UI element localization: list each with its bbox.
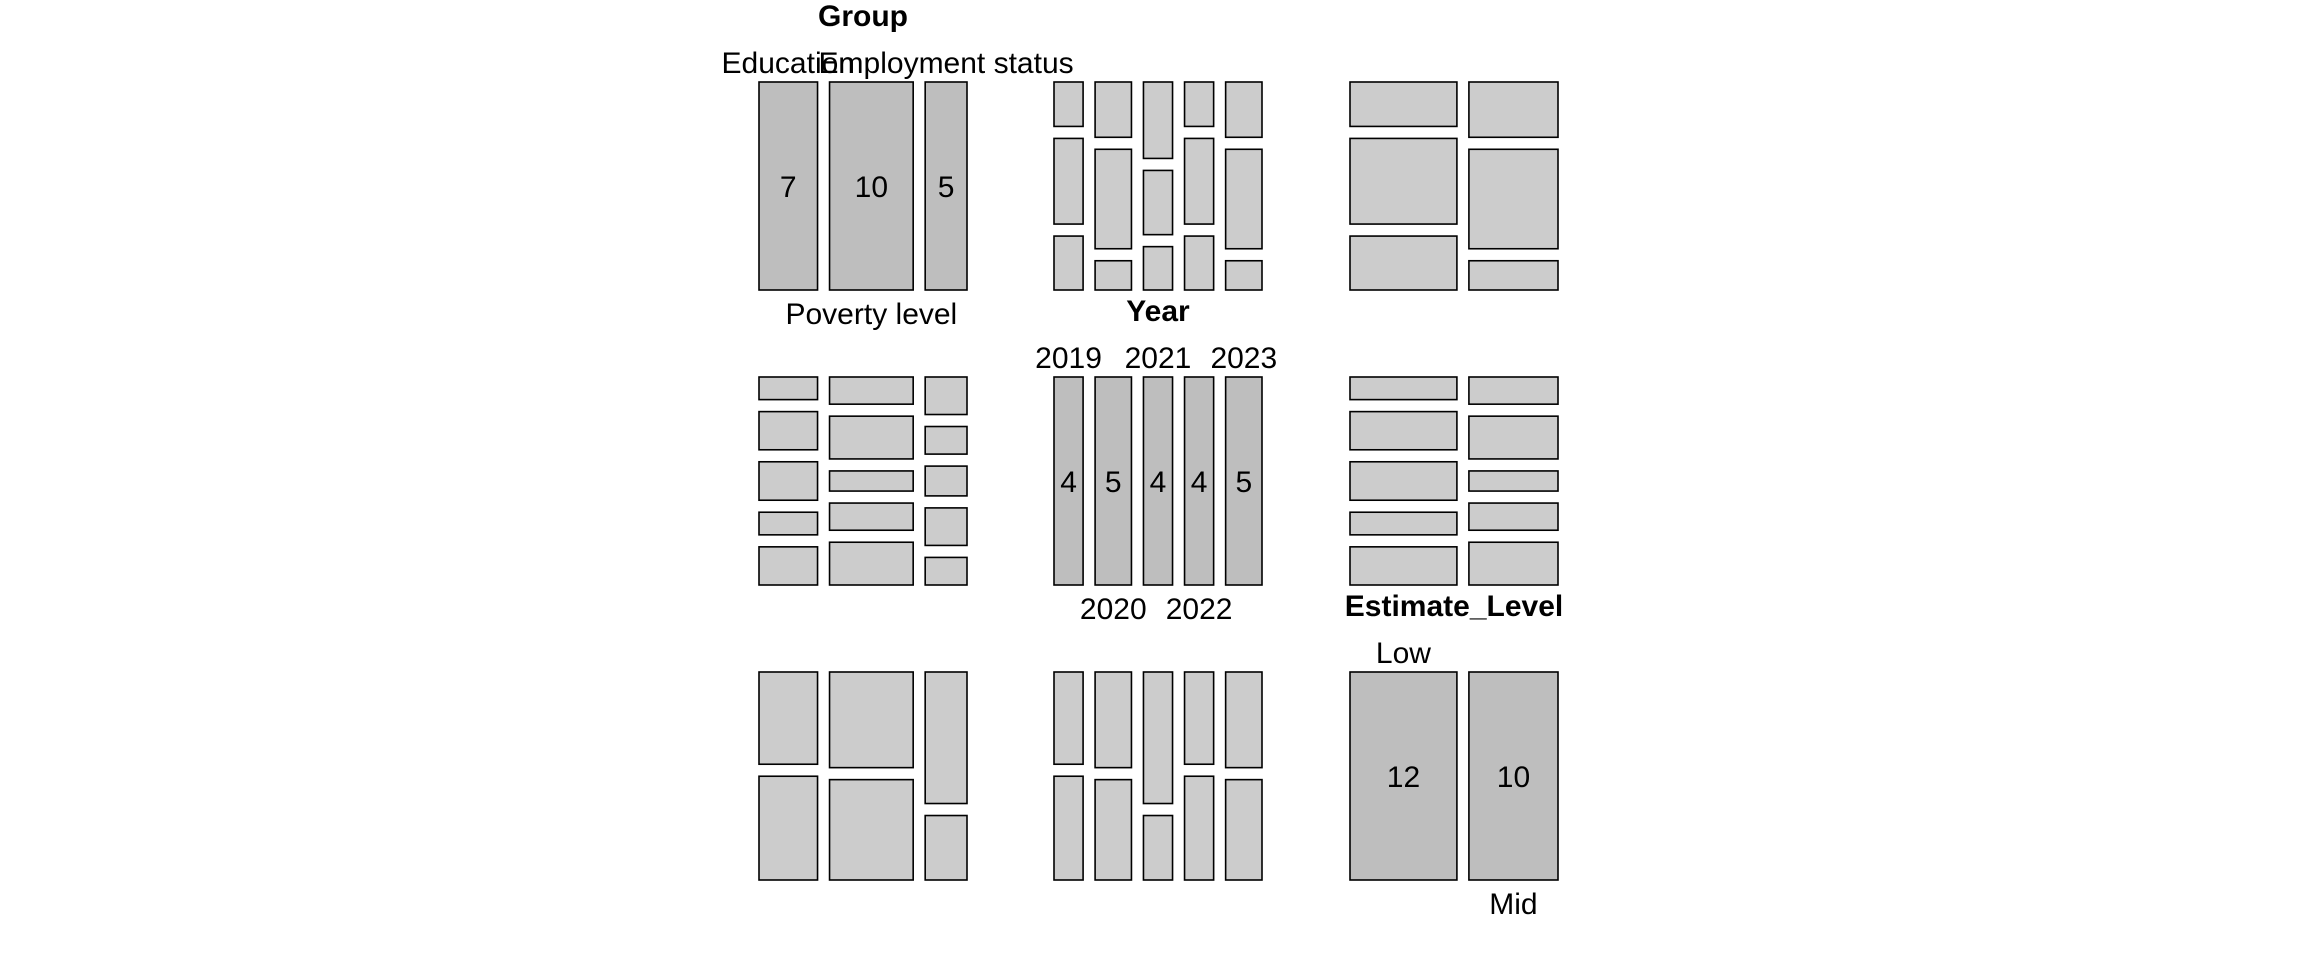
count-label-year-2023: 5 <box>1235 466 1252 499</box>
tile-year-2020-group-employment-status <box>925 427 967 455</box>
tile-year-2020-estimate-level-mid <box>1469 416 1558 459</box>
tile-estimate-level-low-year-2023 <box>1226 672 1262 768</box>
tile-estimate-level-low-group-education <box>759 672 818 764</box>
tile-group-education-year-2019 <box>1054 82 1083 126</box>
tile-group-poverty-level-year-2020 <box>1095 149 1131 248</box>
count-label-year-2020: 5 <box>1105 466 1122 499</box>
level-label-group-poverty-level: Poverty level <box>785 298 957 331</box>
count-label-year-2022: 4 <box>1191 466 1208 499</box>
tile-year-2019-estimate-level-low <box>1350 377 1457 400</box>
variable-title-year: Year <box>1126 295 1190 328</box>
tile-group-employment-status-year-2020 <box>1095 261 1131 290</box>
level-label-year-2019: 2019 <box>1035 342 1102 375</box>
tile-year-2022-estimate-level-low <box>1350 512 1457 535</box>
tile-group-employment-status-year-2021 <box>1143 247 1172 290</box>
tile-group-education-year-2022 <box>1185 82 1214 126</box>
tile-group-employment-status-estimate-level-low <box>1350 236 1457 290</box>
tile-estimate-level-low-year-2022 <box>1185 672 1214 764</box>
tile-group-poverty-level-estimate-level-mid <box>1469 149 1558 248</box>
tile-estimate-level-mid-year-2022 <box>1185 776 1214 880</box>
tile-group-education-estimate-level-mid <box>1469 82 1558 137</box>
tile-group-poverty-level-year-2021 <box>1143 170 1172 234</box>
tile-year-2023-estimate-level-mid <box>1469 542 1558 585</box>
level-label-year-2021: 2021 <box>1125 342 1192 375</box>
tile-year-2019-group-poverty-level <box>830 377 914 404</box>
tile-group-education-year-2020 <box>1095 82 1131 137</box>
tile-year-2021-group-education <box>759 462 818 500</box>
tile-group-poverty-level-estimate-level-low <box>1350 138 1457 224</box>
count-label-group-education: 7 <box>780 171 797 204</box>
tile-year-2021-estimate-level-low <box>1350 462 1457 500</box>
tile-estimate-level-low-group-employment-status <box>925 672 967 804</box>
tile-group-education-year-2023 <box>1226 82 1262 137</box>
level-label-group-employment-status: Employment status <box>819 47 1074 80</box>
tile-estimate-level-mid-group-poverty-level <box>830 780 914 880</box>
tile-group-employment-status-estimate-level-mid <box>1469 261 1558 290</box>
tile-year-2021-group-employment-status <box>925 466 967 496</box>
level-label-estimate-level-low: Low <box>1376 637 1431 670</box>
tile-group-employment-status-year-2022 <box>1185 236 1214 290</box>
tile-year-2021-estimate-level-mid <box>1469 471 1558 491</box>
tile-estimate-level-mid-group-employment-status <box>925 816 967 880</box>
tile-year-2023-estimate-level-low <box>1350 547 1457 585</box>
count-label-estimate-level-mid: 10 <box>1497 761 1530 794</box>
tile-estimate-level-low-group-poverty-level <box>830 672 914 768</box>
count-label-group-employment-status: 5 <box>938 171 955 204</box>
tile-group-employment-status-year-2019 <box>1054 236 1083 290</box>
tile-estimate-level-mid-year-2023 <box>1226 780 1262 880</box>
count-label-year-2021: 4 <box>1150 466 1167 499</box>
tile-year-2022-group-education <box>759 512 818 535</box>
count-label-year-2019: 4 <box>1060 466 1077 499</box>
tile-year-2022-group-employment-status <box>925 508 967 546</box>
tile-year-2019-estimate-level-mid <box>1469 377 1558 404</box>
tile-year-2019-group-employment-status <box>925 377 967 415</box>
tile-estimate-level-mid-year-2019 <box>1054 776 1083 880</box>
tile-group-education-year-2021 <box>1143 82 1172 158</box>
tile-group-poverty-level-year-2022 <box>1185 138 1214 224</box>
tile-estimate-level-low-year-2020 <box>1095 672 1131 768</box>
tile-estimate-level-low-year-2019 <box>1054 672 1083 764</box>
tile-year-2020-estimate-level-low <box>1350 412 1457 450</box>
tile-estimate-level-mid-year-2020 <box>1095 780 1131 880</box>
level-label-estimate-level-mid: Mid <box>1489 888 1537 921</box>
tile-year-2020-group-education <box>759 412 818 450</box>
level-label-year-2022: 2022 <box>1166 593 1233 626</box>
tile-group-poverty-level-year-2023 <box>1226 149 1262 248</box>
tile-group-education-estimate-level-low <box>1350 82 1457 126</box>
tile-estimate-level-mid-year-2021 <box>1143 816 1172 880</box>
tile-year-2021-group-poverty-level <box>830 471 914 491</box>
count-label-estimate-level-low: 12 <box>1387 761 1420 794</box>
tile-year-2023-group-education <box>759 547 818 585</box>
tile-year-2020-group-poverty-level <box>830 416 914 459</box>
tile-group-poverty-level-year-2019 <box>1054 138 1083 224</box>
variable-title-group: Group <box>818 0 908 33</box>
level-label-year-2023: 2023 <box>1210 342 1277 375</box>
tile-year-2023-group-poverty-level <box>830 542 914 585</box>
level-label-year-2020: 2020 <box>1080 593 1147 626</box>
tile-estimate-level-mid-group-education <box>759 776 818 880</box>
tile-estimate-level-low-year-2021 <box>1143 672 1172 804</box>
tile-year-2022-estimate-level-mid <box>1469 503 1558 530</box>
variable-title-estimate-level: Estimate_Level <box>1345 590 1563 623</box>
count-label-group-poverty-level: 10 <box>855 171 888 204</box>
tile-year-2022-group-poverty-level <box>830 503 914 530</box>
tile-year-2019-group-education <box>759 377 818 400</box>
tile-group-employment-status-year-2023 <box>1226 261 1262 290</box>
tile-year-2023-group-employment-status <box>925 557 967 585</box>
